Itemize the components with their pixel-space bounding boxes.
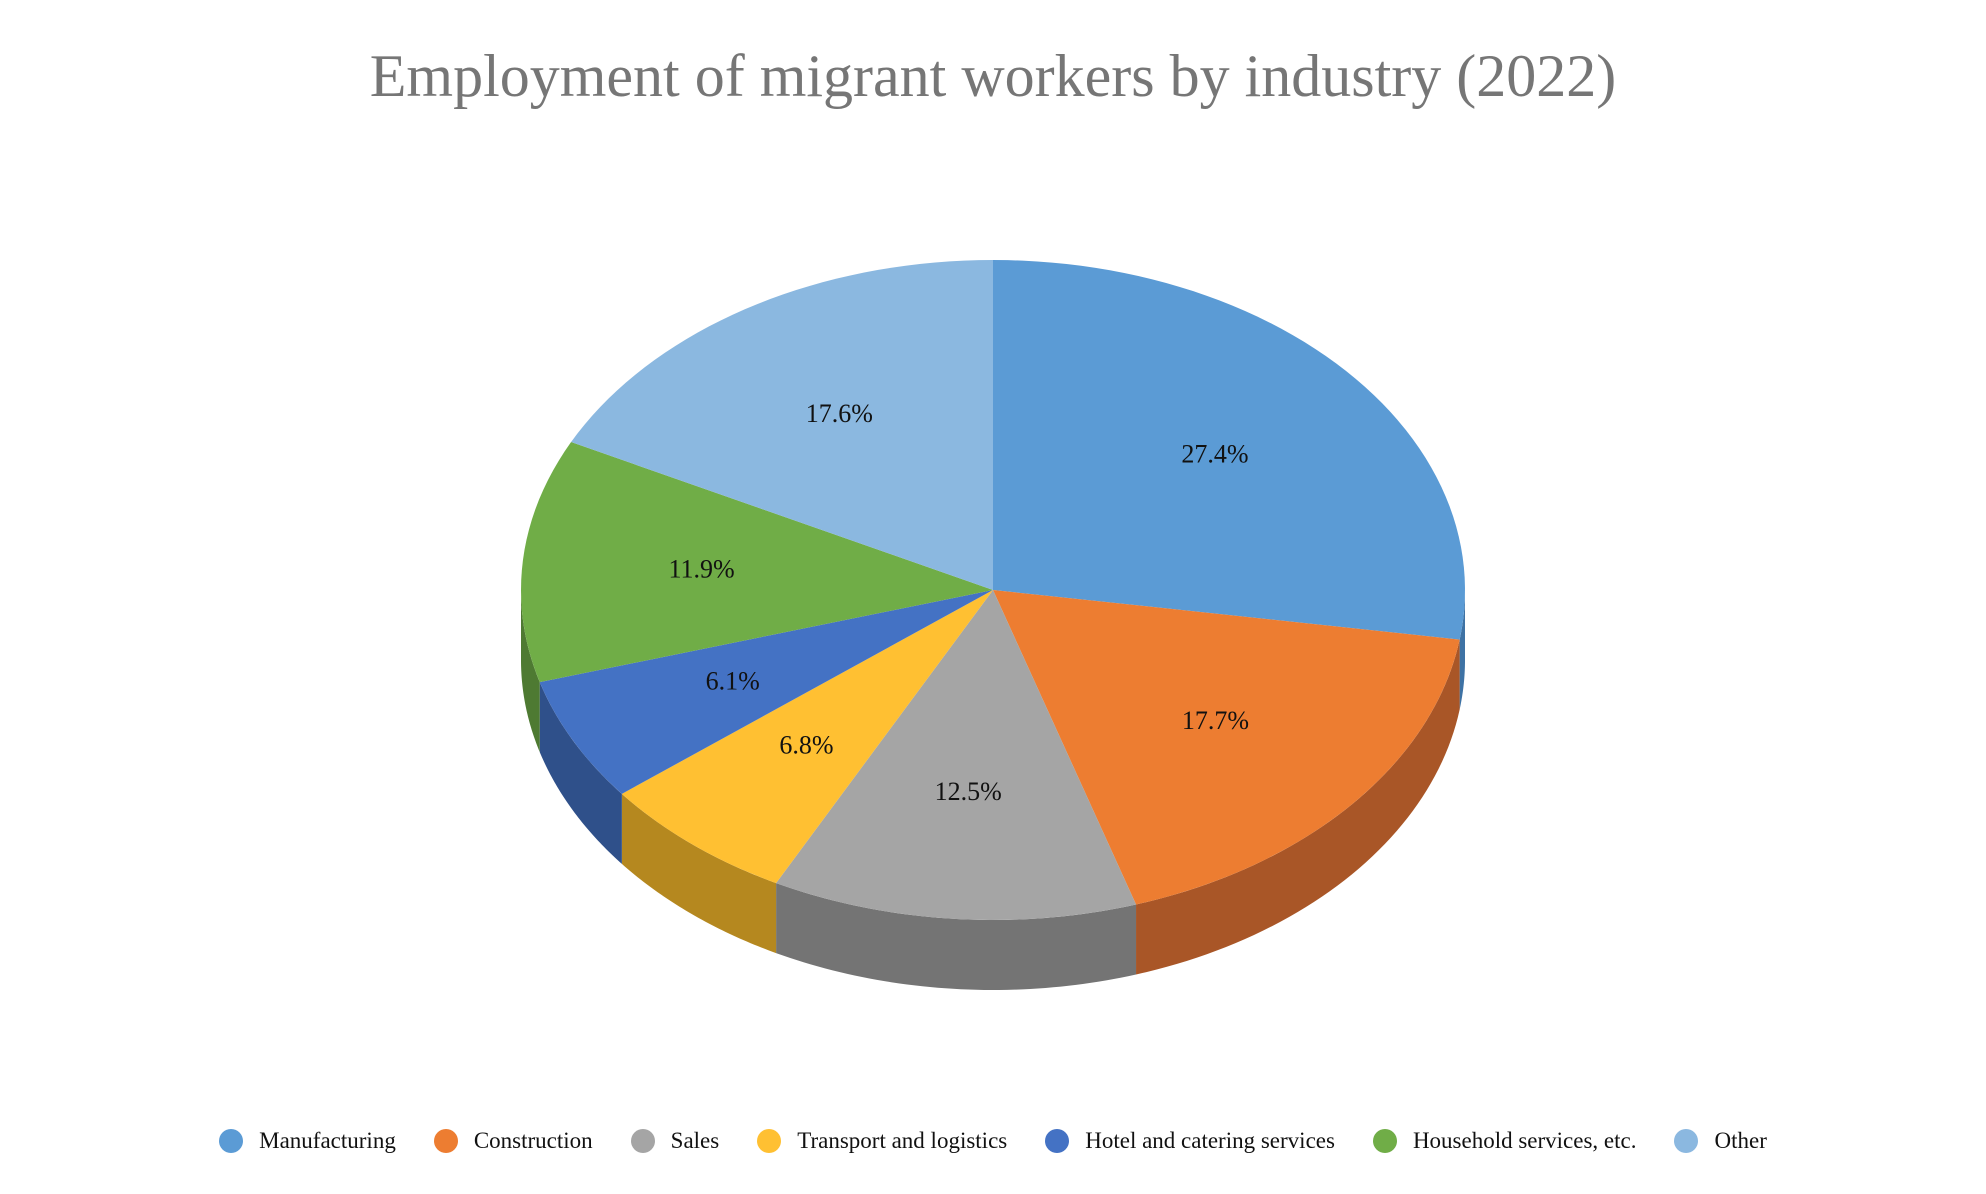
legend-item-household-services-etc[interactable]: Household services, etc. <box>1372 1128 1637 1154</box>
slice-label-transport-and-logistics: 6.8% <box>779 731 833 760</box>
slice-sales[interactable] <box>776 590 1137 920</box>
slice-side-household-services-etc <box>521 590 540 753</box>
slice-label-manufacturing: 27.4% <box>1181 440 1248 469</box>
legend-item-hotel-and-catering-services[interactable]: Hotel and catering services <box>1045 1128 1335 1154</box>
slice-side-sales <box>776 883 1137 990</box>
legend-label: Other <box>1714 1128 1767 1153</box>
legend-label: Construction <box>473 1128 593 1153</box>
legend-label: Transport and logistics <box>797 1128 1008 1153</box>
slice-side-transport-and-logistics <box>621 793 777 954</box>
legend-marker-icon <box>1372 1129 1397 1153</box>
legend-item-sales[interactable]: Sales <box>630 1128 720 1154</box>
slice-household-services-etc[interactable] <box>521 442 993 683</box>
slice-label-hotel-and-catering-services: 6.1% <box>706 666 760 695</box>
legend-item-other[interactable]: Other <box>1674 1128 1767 1154</box>
legend-label: Hotel and catering services <box>1085 1128 1335 1153</box>
legend-marker-icon <box>630 1129 655 1153</box>
legend-label: Household services, etc. <box>1412 1128 1637 1153</box>
slice-side-construction <box>1136 639 1460 975</box>
slice-label-sales: 12.5% <box>935 777 1002 806</box>
legend-label: Sales <box>670 1128 720 1153</box>
slice-label-construction: 17.7% <box>1182 706 1249 735</box>
slice-side-hotel-and-catering-services <box>539 682 622 864</box>
pie-labels: 27.4% 17.7% 12.5% 6.8% 6.1% 11.9% 17.6% <box>668 399 1249 806</box>
slice-label-other: 17.6% <box>806 399 873 428</box>
slice-side-manufacturing <box>1459 590 1465 710</box>
legend-marker-icon <box>1045 1129 1070 1153</box>
slice-manufacturing[interactable] <box>993 260 1465 640</box>
legend-item-transport-and-logistics[interactable]: Transport and logistics <box>757 1128 1007 1154</box>
chart-title: Employment of migrant workers by industr… <box>369 43 1617 109</box>
slice-other[interactable] <box>571 260 993 590</box>
legend-marker-icon <box>757 1129 782 1153</box>
legend: Manufacturing Construction Sales Transport … <box>0 1128 1986 1154</box>
slice-transport-and-logistics[interactable] <box>621 590 993 884</box>
legend-marker-icon <box>1674 1129 1699 1153</box>
slice-hotel-and-catering-services[interactable] <box>539 590 993 794</box>
legend-item-manufacturing[interactable]: Manufacturing <box>219 1128 396 1154</box>
legend-marker-icon <box>433 1129 458 1153</box>
legend-label: Manufacturing <box>259 1128 396 1153</box>
pie-tops <box>521 260 1465 920</box>
slice-label-household-services-etc: 11.9% <box>668 554 734 583</box>
legend-marker-icon <box>219 1129 244 1153</box>
pie-sides <box>521 590 1465 990</box>
legend-item-construction[interactable]: Construction <box>433 1128 593 1154</box>
slice-construction[interactable] <box>993 590 1460 905</box>
